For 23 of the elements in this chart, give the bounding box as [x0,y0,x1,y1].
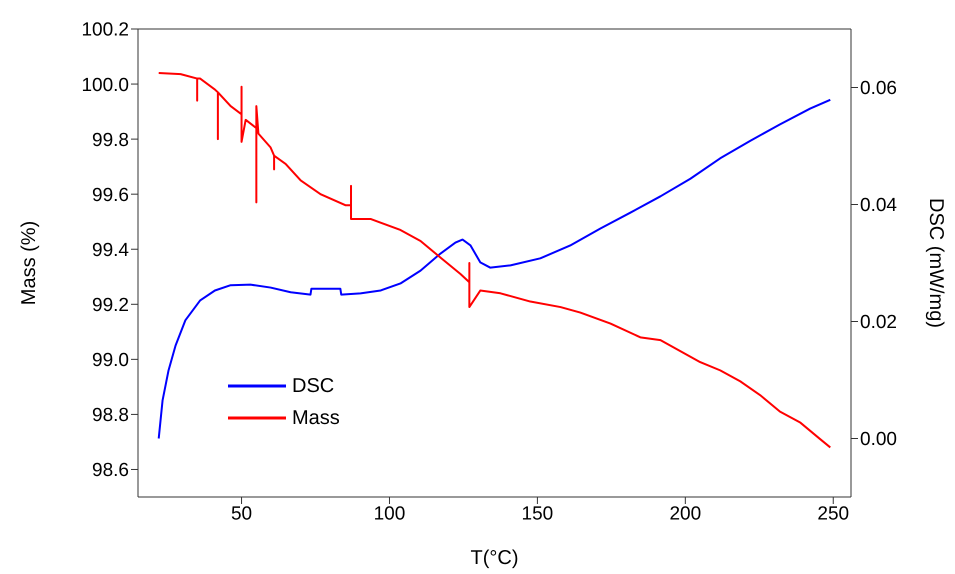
y2-axis-title: DSC (mW/mg) [924,198,947,328]
y-tick-label: 99.2 [92,295,129,316]
y-tick-label: 98.6 [92,460,129,482]
y2-tick-label: 0.00 [860,429,897,450]
y-axis-title: Mass (%) [18,220,40,306]
x-tick-label: 250 [817,503,850,524]
y-tick-label: 99.0 [92,350,129,372]
y-tick-label: 99.4 [92,240,130,261]
legend-label: DSC [292,374,334,399]
y-tick-label: 99.8 [92,130,129,151]
y-tick-label: 100.0 [81,74,129,96]
y-tick-label: 99.6 [92,184,129,206]
y2-tick-label: 0.04 [860,195,898,216]
x-tick-label: 150 [522,503,554,524]
x-tick-label: 50 [230,503,252,524]
y-tick-label: 100.2 [81,20,129,41]
x-tick-label: 200 [669,503,702,524]
legend-label: Mass [292,406,340,431]
y-tick-label: 98.8 [92,405,129,426]
x-axis-title: T(°C) [470,547,518,569]
y2-tick-label: 0.02 [860,312,897,334]
y2-tick-label: 0.06 [860,78,897,100]
x-tick-label: 100 [374,503,406,524]
